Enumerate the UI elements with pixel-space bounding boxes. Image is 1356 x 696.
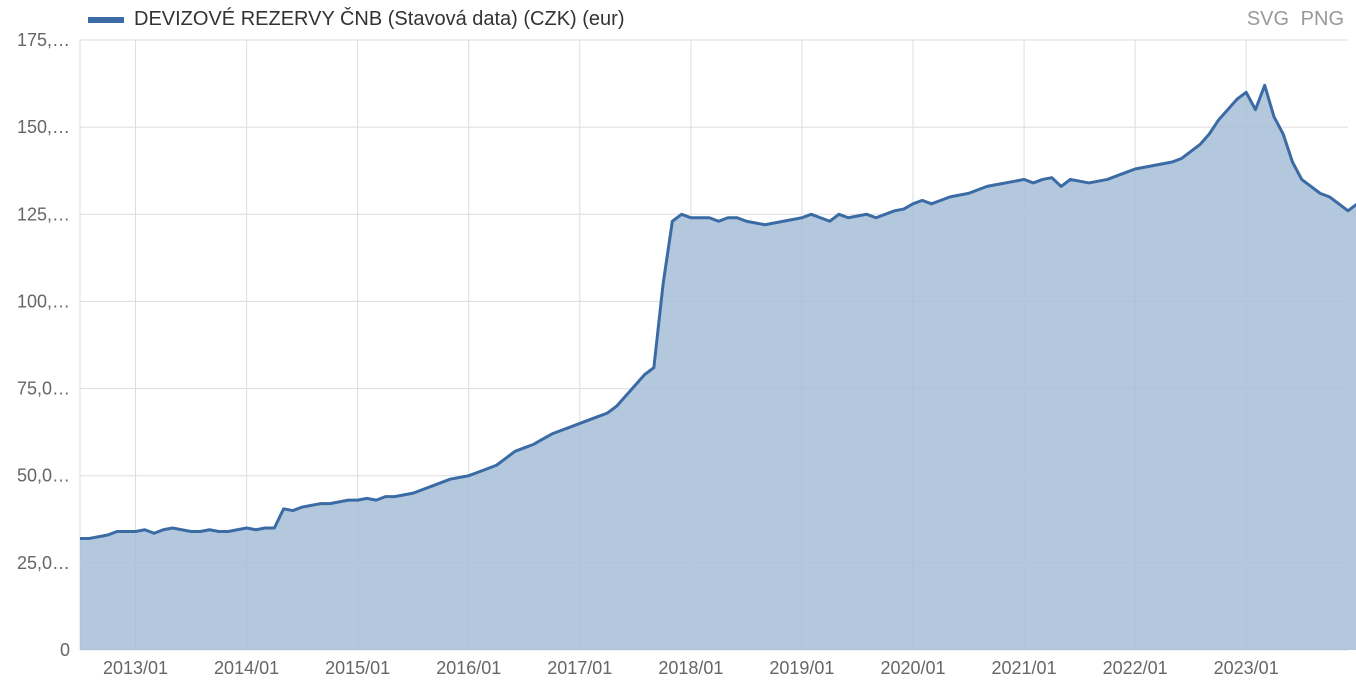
y-tick-label: 150,… xyxy=(17,117,70,137)
y-tick-label: 25,0… xyxy=(17,553,70,573)
x-tick-label: 2020/01 xyxy=(880,658,945,678)
chart-container: DEVIZOVÉ REZERVY ČNB (Stavová data) (CZK… xyxy=(0,0,1356,696)
x-tick-label: 2019/01 xyxy=(769,658,834,678)
y-tick-label: 125,… xyxy=(17,204,70,224)
y-tick-label: 175,… xyxy=(17,30,70,50)
x-tick-label: 2016/01 xyxy=(436,658,501,678)
x-tick-label: 2013/01 xyxy=(103,658,168,678)
x-tick-label: 2022/01 xyxy=(1103,658,1168,678)
chart-svg: 0 25,0… 50,0… 75,0… 100,… 125,… 150,… 175,… 2013… xyxy=(0,0,1356,696)
export-links: SVG PNG xyxy=(1241,8,1344,31)
x-tick-label: 2023/01 xyxy=(1214,658,1279,678)
export-svg-button[interactable]: SVG xyxy=(1247,8,1289,30)
y-tick-label: 75,0… xyxy=(17,379,70,399)
legend: DEVIZOVÉ REZERVY ČNB (Stavová data) (CZK… xyxy=(88,8,625,31)
export-png-button[interactable]: PNG xyxy=(1301,8,1344,30)
x-tick-label: 2015/01 xyxy=(325,658,390,678)
legend-label: DEVIZOVÉ REZERVY ČNB (Stavová data) (CZK… xyxy=(134,8,625,31)
x-tick-label: 2021/01 xyxy=(992,658,1057,678)
x-tick-label: 2017/01 xyxy=(547,658,612,678)
x-tick-label: 2014/01 xyxy=(214,658,279,678)
legend-swatch xyxy=(88,17,124,23)
y-tick-label: 100,… xyxy=(17,291,70,311)
x-tick-label: 2018/01 xyxy=(658,658,723,678)
y-tick-label: 0 xyxy=(60,640,70,660)
y-tick-label: 50,0… xyxy=(17,466,70,486)
